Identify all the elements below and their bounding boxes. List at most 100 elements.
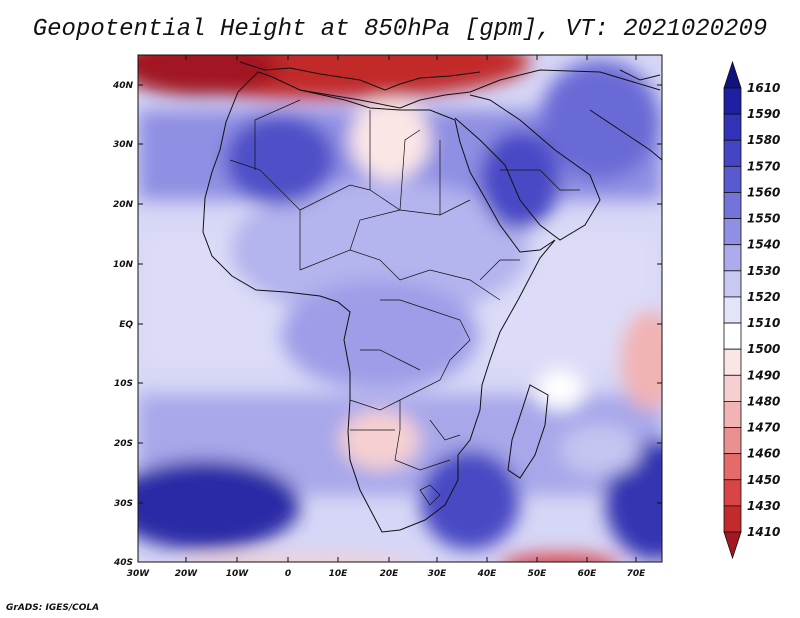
libya-low — [350, 100, 430, 180]
lon-label-0: 0 — [285, 569, 291, 579]
border-line — [229, 159, 301, 270]
west-sahara-high — [225, 115, 335, 205]
border-line — [500, 169, 580, 191]
indian-ocean-low — [620, 310, 662, 410]
lat-label-40s: 40S — [113, 558, 133, 568]
lat-label-10n: 10N — [113, 260, 134, 270]
colorbar-box — [723, 192, 742, 219]
lat-label-30s: 30S — [114, 499, 133, 509]
colorbar-label: 1570 — [747, 159, 780, 173]
colorbar-box — [723, 479, 742, 507]
colorbar-label: 1610 — [747, 81, 780, 95]
colorbar-label: 1450 — [747, 473, 780, 487]
lon-label-10w: 10W — [226, 569, 250, 579]
colorbar-label: 1430 — [747, 499, 780, 513]
sahel-region — [230, 180, 530, 320]
border-line — [419, 484, 441, 506]
colorbar-box — [723, 348, 742, 376]
lon-label-40e: 40E — [477, 569, 498, 579]
lon-label-50e: 50E — [528, 569, 548, 579]
colorbar-label: 1520 — [747, 290, 780, 304]
colorbar: 1610 1590 1580 1570 1560 1550 1540 1530 1520 1510… — [723, 60, 780, 560]
footer-credit: GrADS: IGES/COLA — [6, 603, 100, 613]
colorbar-box — [723, 87, 742, 115]
caspian-coastline — [619, 69, 661, 81]
mozambique-minimum — [535, 370, 585, 410]
border-line — [360, 349, 421, 371]
southern-trough — [190, 556, 410, 562]
southern-low — [503, 554, 617, 562]
colorbar-label: 1560 — [747, 185, 780, 199]
lon-label-30w: 30W — [127, 569, 151, 579]
border-line — [254, 99, 301, 170]
lon-label-20w: 20W — [175, 569, 199, 579]
colorbar-box — [723, 374, 742, 402]
colorbar-label: 1550 — [747, 212, 780, 226]
colorbar-box — [723, 401, 742, 428]
lat-label-30n: 30N — [113, 140, 134, 150]
iran-high — [540, 60, 660, 180]
congo-region — [280, 280, 480, 390]
border-line — [349, 209, 401, 251]
mediterranean-coastline — [299, 69, 661, 109]
colorbar-box — [723, 139, 742, 167]
colorbar-box — [723, 453, 742, 481]
lat-label-40n: 40N — [112, 81, 134, 91]
colorbar-top-tip — [723, 60, 742, 89]
colorbar-bottom-tip — [723, 531, 742, 560]
indian-ocean-ridge — [560, 425, 640, 475]
height-field — [138, 55, 662, 562]
colorbar-label: 1500 — [747, 342, 780, 356]
latitude-axis: 40N 30N 20N 10N EQ 10S 20S 30S 40S — [112, 81, 662, 568]
lat-label-eq: EQ — [119, 320, 133, 330]
map-frame — [137, 54, 663, 563]
colorbar-box — [723, 113, 742, 141]
colorbar-box — [723, 505, 742, 533]
latitude-tick-marks — [138, 84, 662, 504]
madagascar-coastline — [507, 384, 549, 479]
longitude-tick-marks — [185, 55, 637, 562]
colorbar-box — [723, 270, 742, 298]
africa-coastline — [202, 71, 556, 533]
lat-label-20n: 20N — [113, 200, 134, 210]
colorbar-label: 1590 — [747, 107, 780, 121]
colorbar-label: 1410 — [747, 525, 780, 539]
colorbar-box — [723, 322, 742, 350]
colorbar-label: 1540 — [747, 238, 780, 252]
colorbar-label: 1460 — [747, 447, 780, 461]
longitude-axis: 30W 20W 10W 0 10E 20E 30E 40E 50E 60E 70… — [127, 55, 646, 579]
colorbar-box — [723, 218, 742, 246]
arabia-high — [480, 130, 560, 230]
colorbar-label: 1530 — [747, 264, 780, 278]
lon-label-70e: 70E — [627, 569, 647, 579]
border-line — [479, 259, 520, 281]
lat-label-10s: 10S — [114, 379, 133, 389]
colorbar-box — [723, 165, 742, 193]
colorbar-label: 1580 — [747, 133, 780, 147]
lon-label-10e: 10E — [329, 569, 349, 579]
arabian-peninsula-coastline — [454, 94, 601, 241]
colorbar-box — [723, 427, 742, 455]
southern-europe-coastline — [239, 61, 481, 91]
colorbar-box — [723, 244, 742, 272]
colorbar-label: 1470 — [747, 421, 780, 435]
border-line — [394, 400, 451, 471]
kalahari-low — [340, 410, 420, 470]
border-line — [399, 129, 421, 211]
lon-label-20e: 20E — [380, 569, 400, 579]
northwest-low — [138, 55, 280, 96]
lon-label-60e: 60E — [578, 569, 598, 579]
border-line — [299, 184, 471, 216]
colorbar-label: 1480 — [747, 394, 780, 408]
persian-gulf-coastline — [589, 109, 662, 161]
south-atlantic-high — [138, 460, 300, 550]
border-line — [429, 419, 461, 441]
lat-label-20s: 20S — [114, 439, 133, 449]
country-borders — [229, 99, 580, 506]
lon-label-30e: 30E — [428, 569, 448, 579]
southeast-africa-high — [420, 450, 520, 550]
colorbar-label: 1510 — [747, 316, 780, 330]
colorbar-label: 1490 — [747, 368, 780, 382]
coastlines — [202, 61, 662, 533]
